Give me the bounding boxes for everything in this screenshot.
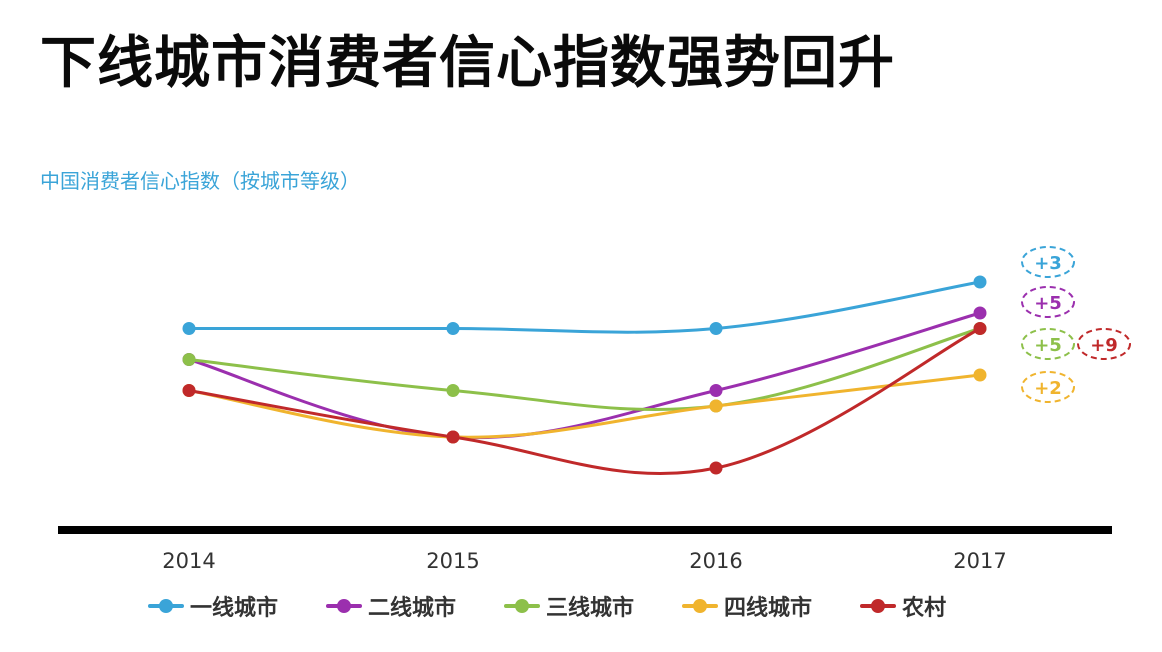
legend-item: 三线城市 xyxy=(504,590,634,622)
data-point xyxy=(973,368,987,382)
page-title: 下线城市消费者信心指数强势回升 xyxy=(40,31,895,96)
change-label: +3 xyxy=(1034,253,1062,274)
change-badge: +5 xyxy=(1021,328,1075,360)
series-line xyxy=(189,280,981,334)
legend-item: 一线城市 xyxy=(148,590,278,622)
series-layer xyxy=(182,275,987,476)
legend-label: 二线城市 xyxy=(368,596,457,621)
legend: 一线城市 二线城市 三线城市 四线城市 农村 xyxy=(148,590,946,622)
data-point xyxy=(446,430,460,444)
data-point xyxy=(446,322,460,335)
data-point xyxy=(182,353,196,366)
data-point xyxy=(446,384,460,397)
data-point xyxy=(182,384,196,397)
change-badge: +9 xyxy=(1077,328,1131,360)
legend-swatch xyxy=(148,599,184,613)
series-5 xyxy=(182,322,987,476)
legend-swatch xyxy=(504,599,541,613)
legend-label: 三线城市 xyxy=(546,596,635,621)
series-1 xyxy=(182,275,987,335)
legend-label: 农村 xyxy=(902,596,947,621)
change-label: +5 xyxy=(1034,293,1062,314)
x-tick-label: 2017 xyxy=(953,549,1006,573)
x-tick-label: 2016 xyxy=(689,549,742,573)
legend-label: 四线城市 xyxy=(724,596,813,621)
data-point xyxy=(973,322,987,335)
legend-swatch xyxy=(326,599,363,613)
change-badge: +3 xyxy=(1021,246,1075,278)
data-point xyxy=(182,322,196,335)
x-tick-label: 2014 xyxy=(162,549,215,573)
change-badge: +5 xyxy=(1021,286,1075,318)
change-label: +2 xyxy=(1034,378,1062,399)
series-line xyxy=(188,327,981,476)
chart-subtitle: 中国消费者信心指数（按城市等级） xyxy=(40,169,360,193)
data-point xyxy=(709,461,723,475)
legend-swatch xyxy=(860,599,897,613)
change-badges: +3 +5 +5 +2 +9 xyxy=(1021,246,1131,403)
legend-label: 一线城市 xyxy=(190,596,279,621)
legend-item: 二线城市 xyxy=(326,590,456,622)
legend-item: 农村 xyxy=(860,590,946,622)
data-point xyxy=(709,399,723,413)
data-point xyxy=(709,384,723,397)
series-line xyxy=(188,311,981,440)
series-line xyxy=(188,373,981,439)
series-line xyxy=(188,327,981,411)
data-point xyxy=(709,322,723,335)
change-label: +5 xyxy=(1034,335,1062,356)
change-label: +9 xyxy=(1090,335,1118,356)
data-point xyxy=(973,275,987,289)
legend-item: 四线城市 xyxy=(682,590,812,622)
data-point xyxy=(973,306,987,320)
x-tick-labels: 2014 2015 2016 2017 xyxy=(162,549,1006,573)
change-badge: +2 xyxy=(1021,371,1075,403)
legend-swatch xyxy=(682,599,719,613)
x-tick-label: 2015 xyxy=(426,549,479,573)
